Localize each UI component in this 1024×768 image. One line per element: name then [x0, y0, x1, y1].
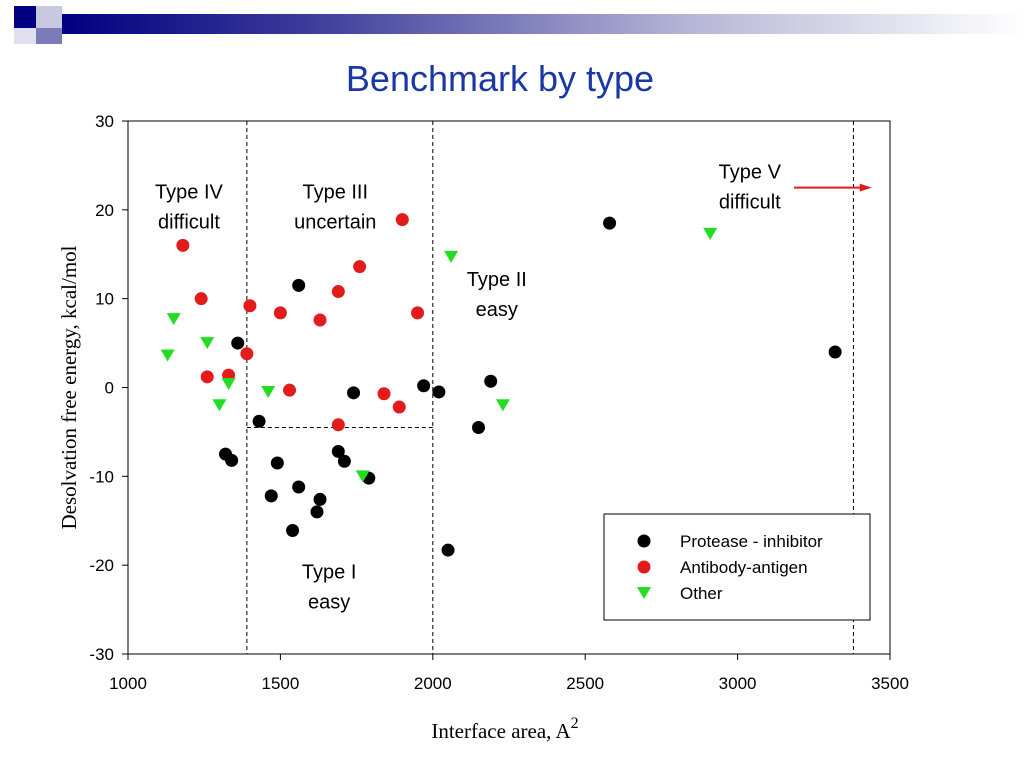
- data-point-protease-inhibitor: [225, 453, 239, 467]
- data-point-protease-inhibitor: [417, 379, 431, 393]
- data-point-other: [703, 227, 718, 240]
- data-point-protease-inhibitor: [347, 386, 361, 400]
- y-tick-label: -30: [89, 645, 114, 664]
- data-point-protease-inhibitor: [310, 505, 324, 519]
- axis-ticks: 1000 1500 2000 2500 3000 3500 -30 -20 -10 0 10 20 30: [89, 112, 908, 693]
- data-point-protease-inhibitor: [286, 524, 300, 538]
- y-tick-label: 0: [105, 379, 114, 398]
- data-point-antibody-antigen: [313, 313, 327, 327]
- data-point-antibody-antigen: [243, 299, 257, 313]
- region-label-title: Type I: [302, 561, 356, 583]
- data-point-protease-inhibitor: [292, 278, 306, 292]
- data-point-protease-inhibitor: [432, 385, 446, 399]
- data-point-protease-inhibitor: [472, 420, 486, 434]
- y-axis-title: Desolvation free energy, kcal/mol: [57, 245, 81, 529]
- corner-square-pale: [14, 28, 36, 44]
- data-point-antibody-antigen: [411, 306, 425, 320]
- data-point-antibody-antigen: [395, 213, 409, 227]
- data-point-other: [221, 377, 236, 390]
- data-point-protease-inhibitor: [337, 454, 351, 468]
- y-tick-label: 30: [95, 112, 114, 131]
- x-axis-title-superscript: 2: [571, 715, 579, 732]
- data-point-protease-inhibitor: [603, 216, 617, 230]
- x-axis-title-text: Interface area, A: [431, 719, 571, 743]
- data-point-antibody-antigen: [273, 306, 287, 320]
- data-point-protease-inhibitor: [252, 414, 266, 428]
- data-point-antibody-antigen: [176, 238, 190, 252]
- x-tick-label: 1500: [261, 674, 299, 693]
- header-gradient-bar: [62, 14, 1024, 34]
- data-point-antibody-antigen: [283, 383, 297, 397]
- data-point-antibody-antigen: [392, 400, 406, 414]
- data-point-antibody-antigen: [240, 347, 254, 361]
- y-tick-label: 20: [95, 201, 114, 220]
- region-label-title: Type IV: [155, 181, 223, 203]
- x-tick-label: 3000: [719, 674, 757, 693]
- slide-title: Benchmark by type: [345, 58, 655, 99]
- x-tick-label: 2500: [566, 674, 604, 693]
- data-points: [160, 213, 842, 557]
- region-label-subtitle: easy: [476, 299, 518, 321]
- data-point-antibody-antigen: [377, 387, 391, 401]
- data-point-protease-inhibitor: [270, 456, 284, 470]
- data-point-protease-inhibitor: [264, 489, 278, 503]
- region-label-title: Type V: [719, 162, 782, 184]
- legend-label: Antibody-antigen: [680, 558, 808, 577]
- data-point-protease-inhibitor: [313, 492, 327, 506]
- x-tick-label: 1000: [109, 674, 147, 693]
- data-point-protease-inhibitor: [441, 543, 455, 557]
- region-label-subtitle: difficult: [719, 192, 781, 214]
- corner-square-mid: [36, 28, 62, 44]
- region-label-title: Type III: [302, 181, 368, 203]
- data-point-antibody-antigen: [331, 285, 345, 299]
- data-point-other: [261, 385, 276, 398]
- data-point-antibody-antigen: [200, 370, 214, 384]
- y-tick-label: -20: [89, 556, 114, 575]
- x-tick-label: 3500: [871, 674, 909, 693]
- data-point-protease-inhibitor: [484, 374, 498, 388]
- legend-label: Protease - inhibitor: [680, 532, 823, 551]
- region-label-subtitle: difficult: [158, 211, 220, 233]
- legend-label: Other: [680, 584, 723, 603]
- data-point-protease-inhibitor: [828, 345, 842, 359]
- corner-square-light: [36, 6, 62, 28]
- x-axis-title: Interface area, A2: [431, 715, 578, 743]
- type-v-arrow-head: [859, 183, 872, 192]
- data-point-protease-inhibitor: [292, 480, 306, 494]
- region-label-subtitle: easy: [308, 591, 350, 613]
- data-point-antibody-antigen: [331, 418, 345, 432]
- legend-marker: [637, 560, 651, 574]
- data-point-other: [200, 337, 215, 350]
- data-point-other: [495, 399, 510, 412]
- data-point-other: [166, 313, 181, 326]
- region-label-subtitle: uncertain: [294, 211, 376, 233]
- legend-marker: [637, 587, 651, 599]
- corner-square-navy: [14, 6, 36, 28]
- region-label-title: Type II: [467, 269, 527, 291]
- data-point-protease-inhibitor: [331, 444, 345, 458]
- data-point-other: [160, 349, 175, 362]
- data-point-protease-inhibitor: [231, 336, 245, 350]
- y-tick-label: -10: [89, 467, 114, 486]
- region-labels: Type IV difficult Type III uncertain Type II…: [155, 162, 872, 613]
- data-point-antibody-antigen: [194, 292, 208, 306]
- x-tick-label: 2000: [414, 674, 452, 693]
- data-point-other: [212, 399, 227, 412]
- legend: Protease - inhibitor Antibody-antigen Othe…: [603, 513, 871, 621]
- data-point-other: [355, 470, 370, 483]
- legend-marker: [637, 534, 651, 548]
- data-point-antibody-antigen: [353, 260, 367, 274]
- y-tick-label: 10: [95, 290, 114, 309]
- data-point-other: [444, 250, 459, 263]
